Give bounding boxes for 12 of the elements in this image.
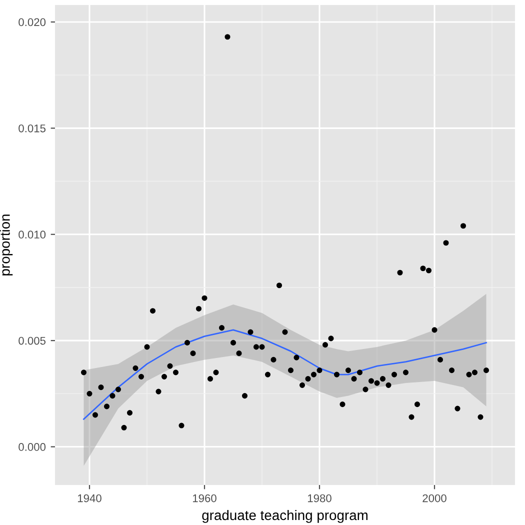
y-tick-label: 0.010: [18, 230, 46, 239]
line-series: [83, 329, 487, 420]
y-tick-label: 0.015: [18, 124, 46, 132]
x-tick-label: 1960: [192, 494, 216, 502]
x-tick-label: 1940: [78, 494, 102, 502]
y-tick-label: 0.020: [18, 18, 46, 26]
y-tick-label: 0.000: [18, 443, 46, 451]
x-tick-label: 1980: [308, 494, 332, 502]
y-axis-title: proportion: [0, 214, 13, 276]
x-tick-label: 2000: [422, 494, 446, 502]
x-axis-title: graduate teaching program: [202, 510, 368, 523]
y-tick-label: 0.005: [18, 336, 46, 345]
